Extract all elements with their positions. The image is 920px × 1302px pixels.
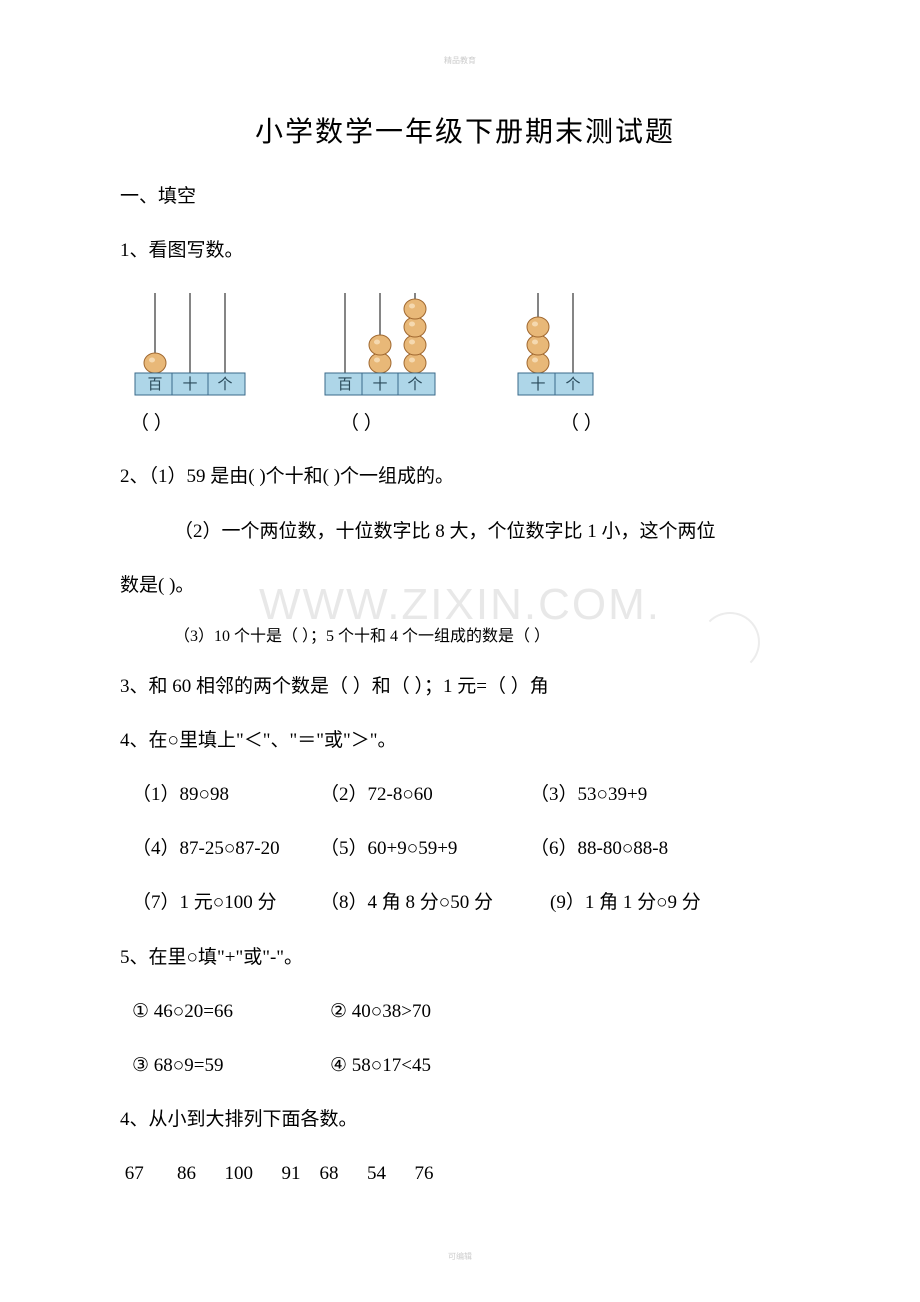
svg-text:个: 个 — [217, 376, 232, 393]
q4-4: （4）87-25○87-20 — [120, 832, 320, 866]
q4-row-2: （4）87-25○87-20 （5）60+9○59+9 （6）88-80○88-… — [120, 832, 810, 866]
q2-3: （3）10 个十是（ ）；5 个十和 4 个一组成的数是（ ） — [120, 623, 810, 652]
q5-4: ④ 58○17<45 — [330, 1049, 540, 1083]
q2-1: 2、（1）59 是由( )个十和( )个一组成的。 — [120, 460, 810, 494]
q6-numbers: 67 86 100 91 68 54 76 — [120, 1157, 810, 1191]
q5-1: ① 46○20=66 — [120, 995, 330, 1029]
q5-row-2: ③ 68○9=59 ④ 58○17<45 — [120, 1049, 810, 1083]
q4-5: （5）60+9○59+9 — [320, 832, 530, 866]
q5-2: ② 40○38>70 — [330, 995, 540, 1029]
paren-3: （ ） — [510, 408, 700, 435]
abacus-2: 百 十 个 — [320, 288, 440, 398]
abacus-3: 十 个 — [510, 288, 600, 398]
q4-9: (9）1 角 1 分○9 分 — [550, 886, 790, 920]
q4-7: （7）1 元○100 分 — [120, 886, 320, 920]
q4-2: （2）72-8○60 — [320, 778, 530, 812]
abacus-row: 百 十 个 百 十 个 — [130, 288, 810, 398]
svg-text:十: 十 — [182, 376, 197, 393]
header-watermark: 精品教育 — [444, 55, 476, 66]
q5: 5、在里○填"+"或"-"。 — [120, 941, 810, 975]
svg-text:百: 百 — [147, 377, 162, 393]
svg-text:十: 十 — [530, 376, 545, 393]
answer-parens-row: （ ） （ ） （ ） — [120, 408, 810, 435]
q4-row-1: （1）89○98 （2）72-8○60 （3）53○39+9 — [120, 778, 810, 812]
abacus-1: 百 十 个 — [130, 288, 250, 398]
page-title: 小学数学一年级下册期末测试题 — [120, 110, 810, 150]
svg-text:十: 十 — [372, 376, 387, 393]
q3: 3、和 60 相邻的两个数是（ ）和（ ）；1 元=（ ）角 — [120, 670, 810, 704]
q5-row-1: ① 46○20=66 ② 40○38>70 — [120, 995, 810, 1029]
svg-text:个: 个 — [407, 376, 422, 393]
paren-2: （ ） — [320, 408, 510, 435]
q4-3: （3）53○39+9 — [530, 778, 770, 812]
q1-text: 1、看图写数。 — [120, 234, 810, 268]
footer-watermark: 可编辑 — [448, 1251, 472, 1262]
svg-text:个: 个 — [565, 376, 580, 393]
document-content: 小学数学一年级下册期末测试题 一、填空 1、看图写数。 百 十 个 — [120, 110, 810, 1192]
q2-2a: （2）一个两位数，十位数字比 8 大，个位数字比 1 小，这个两位 — [120, 515, 810, 549]
q5-3: ③ 68○9=59 — [120, 1049, 330, 1083]
q6: 4、从小到大排列下面各数。 — [120, 1103, 810, 1137]
section-1-header: 一、填空 — [120, 180, 810, 214]
q2-2b: 数是( )。 — [120, 569, 810, 603]
q4-row-3: （7）1 元○100 分 （8）4 角 8 分○50 分 (9）1 角 1 分○… — [120, 886, 810, 920]
svg-text:百: 百 — [337, 377, 352, 393]
q4-8: （8）4 角 8 分○50 分 — [320, 886, 550, 920]
q4-1: （1）89○98 — [120, 778, 320, 812]
paren-1: （ ） — [120, 408, 320, 435]
q4: 4、在○里填上"＜"、"＝"或"＞"。 — [120, 724, 810, 758]
q4-6: （6）88-80○88-8 — [530, 832, 770, 866]
